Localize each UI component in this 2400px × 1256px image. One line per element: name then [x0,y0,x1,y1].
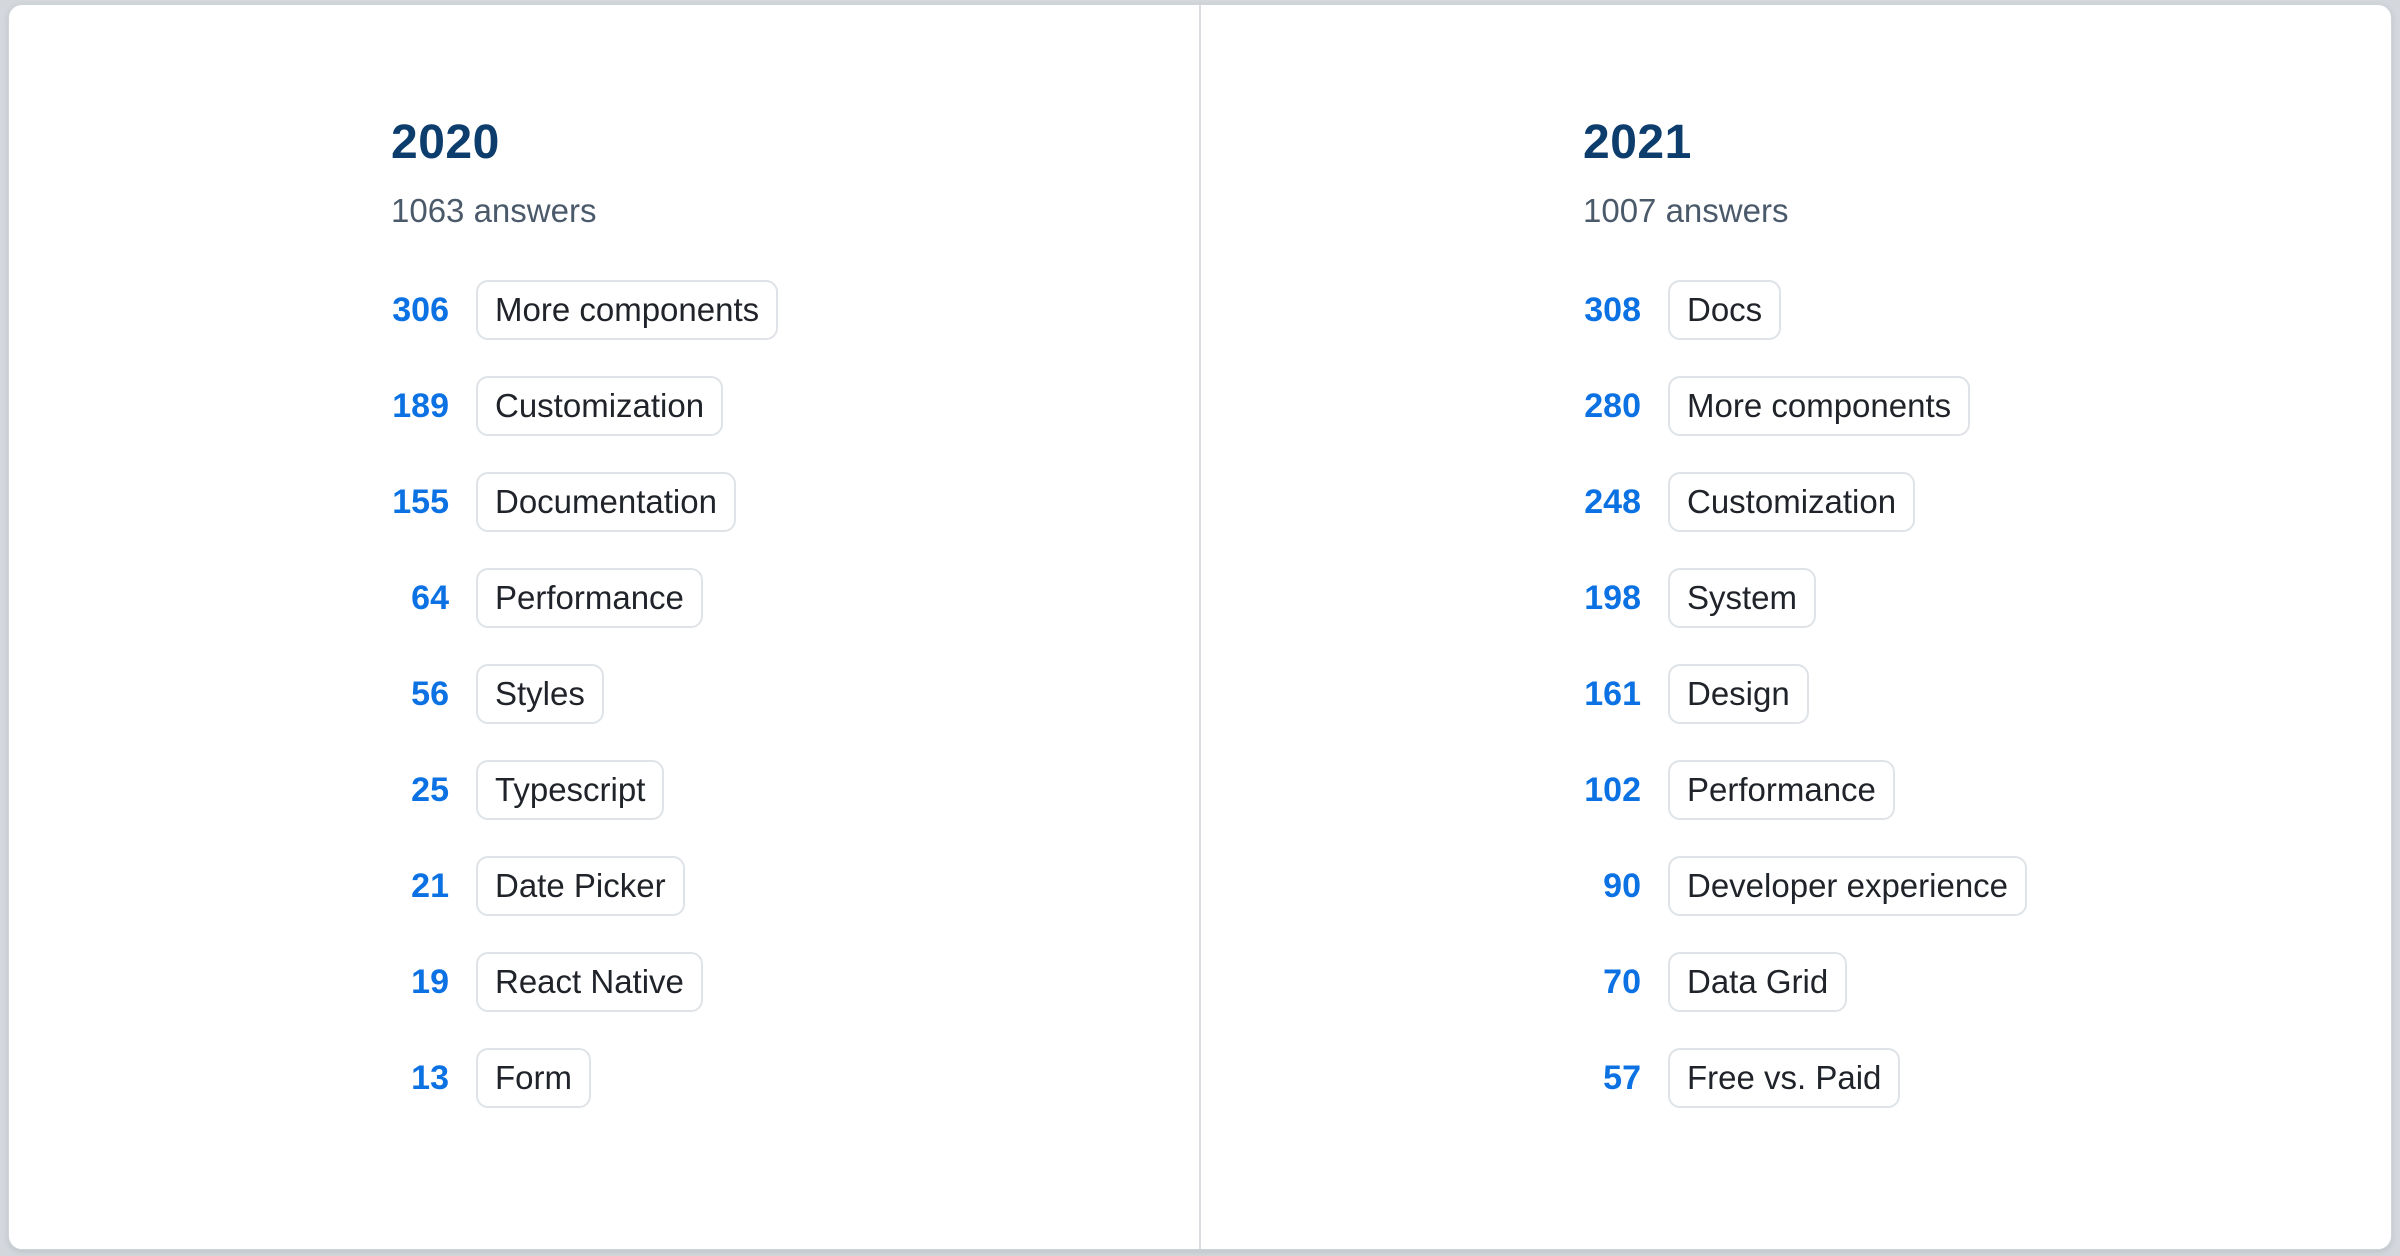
year-heading: 2021 [1583,116,1692,169]
answer-row: 90 Developer experience [1583,838,2351,934]
answer-row: 64 Performance [391,550,1159,646]
vote-count: 189 [392,386,449,425]
topic-chip[interactable]: Data Grid [1668,952,1848,1012]
answer-row: 70 Data Grid [1583,934,2351,1030]
vote-count: 56 [411,674,449,713]
vote-count: 102 [1584,770,1641,809]
vote-count: 19 [411,962,449,1001]
answer-row: 189 Customization [391,358,1159,454]
year-heading: 2020 [391,116,500,169]
topic-chip[interactable]: Design [1668,664,1809,724]
answer-row: 56 Styles [391,646,1159,742]
vote-count: 161 [1584,674,1641,713]
answer-row: 161 Design [1583,646,2351,742]
column-divider [1199,5,1201,1249]
answers-list: 306 More components 189 Customization 15… [391,262,1159,1126]
topic-chip[interactable]: More components [1668,376,1971,436]
answer-row: 102 Performance [1583,742,2351,838]
topic-chip[interactable]: Typescript [476,760,665,820]
answers-list: 308 Docs 280 More components 248 Customi… [1583,262,2351,1126]
topic-chip[interactable]: Developer experience [1668,856,2028,916]
answer-row: 57 Free vs. Paid [1583,1030,2351,1126]
topic-chip[interactable]: Documentation [476,472,736,532]
vote-count: 21 [411,866,449,905]
vote-count: 25 [411,770,449,809]
answer-row: 21 Date Picker [391,838,1159,934]
year-column-2021: 2021 1007 answers 308 Docs 280 More comp… [1201,5,2391,1249]
answer-row: 155 Documentation [391,454,1159,550]
vote-count: 280 [1584,386,1641,425]
vote-count: 198 [1584,578,1641,617]
vote-count: 308 [1584,290,1641,329]
answer-row: 25 Typescript [391,742,1159,838]
topic-chip[interactable]: React Native [476,952,703,1012]
topic-chip[interactable]: More components [476,280,779,340]
year-column-2020: 2020 1063 answers 306 More components 18… [9,5,1199,1249]
vote-count: 90 [1603,866,1641,905]
answer-row: 13 Form [391,1030,1159,1126]
answer-row: 306 More components [391,262,1159,358]
answer-row: 308 Docs [1583,262,2351,358]
topic-chip[interactable]: Customization [1668,472,1916,532]
answers-count: 1063 answers [391,192,597,229]
answer-row: 19 React Native [391,934,1159,1030]
topic-chip[interactable]: System [1668,568,1817,628]
topic-chip[interactable]: Date Picker [476,856,685,916]
vote-count: 64 [411,578,449,617]
topic-chip[interactable]: Customization [476,376,724,436]
vote-count: 248 [1584,482,1641,521]
answer-row: 248 Customization [1583,454,2351,550]
answer-row: 198 System [1583,550,2351,646]
topic-chip[interactable]: Performance [1668,760,1895,820]
topic-chip[interactable]: Styles [476,664,604,724]
vote-count: 155 [392,482,449,521]
vote-count: 306 [392,290,449,329]
answer-row: 280 More components [1583,358,2351,454]
topic-chip[interactable]: Docs [1668,280,1782,340]
vote-count: 13 [411,1058,449,1097]
answers-count: 1007 answers [1583,192,1789,229]
topic-chip[interactable]: Form [476,1048,591,1108]
vote-count: 70 [1603,962,1641,1001]
survey-results-card: 2020 1063 answers 306 More components 18… [8,4,2392,1250]
vote-count: 57 [1603,1058,1641,1097]
topic-chip[interactable]: Free vs. Paid [1668,1048,1901,1108]
topic-chip[interactable]: Performance [476,568,703,628]
